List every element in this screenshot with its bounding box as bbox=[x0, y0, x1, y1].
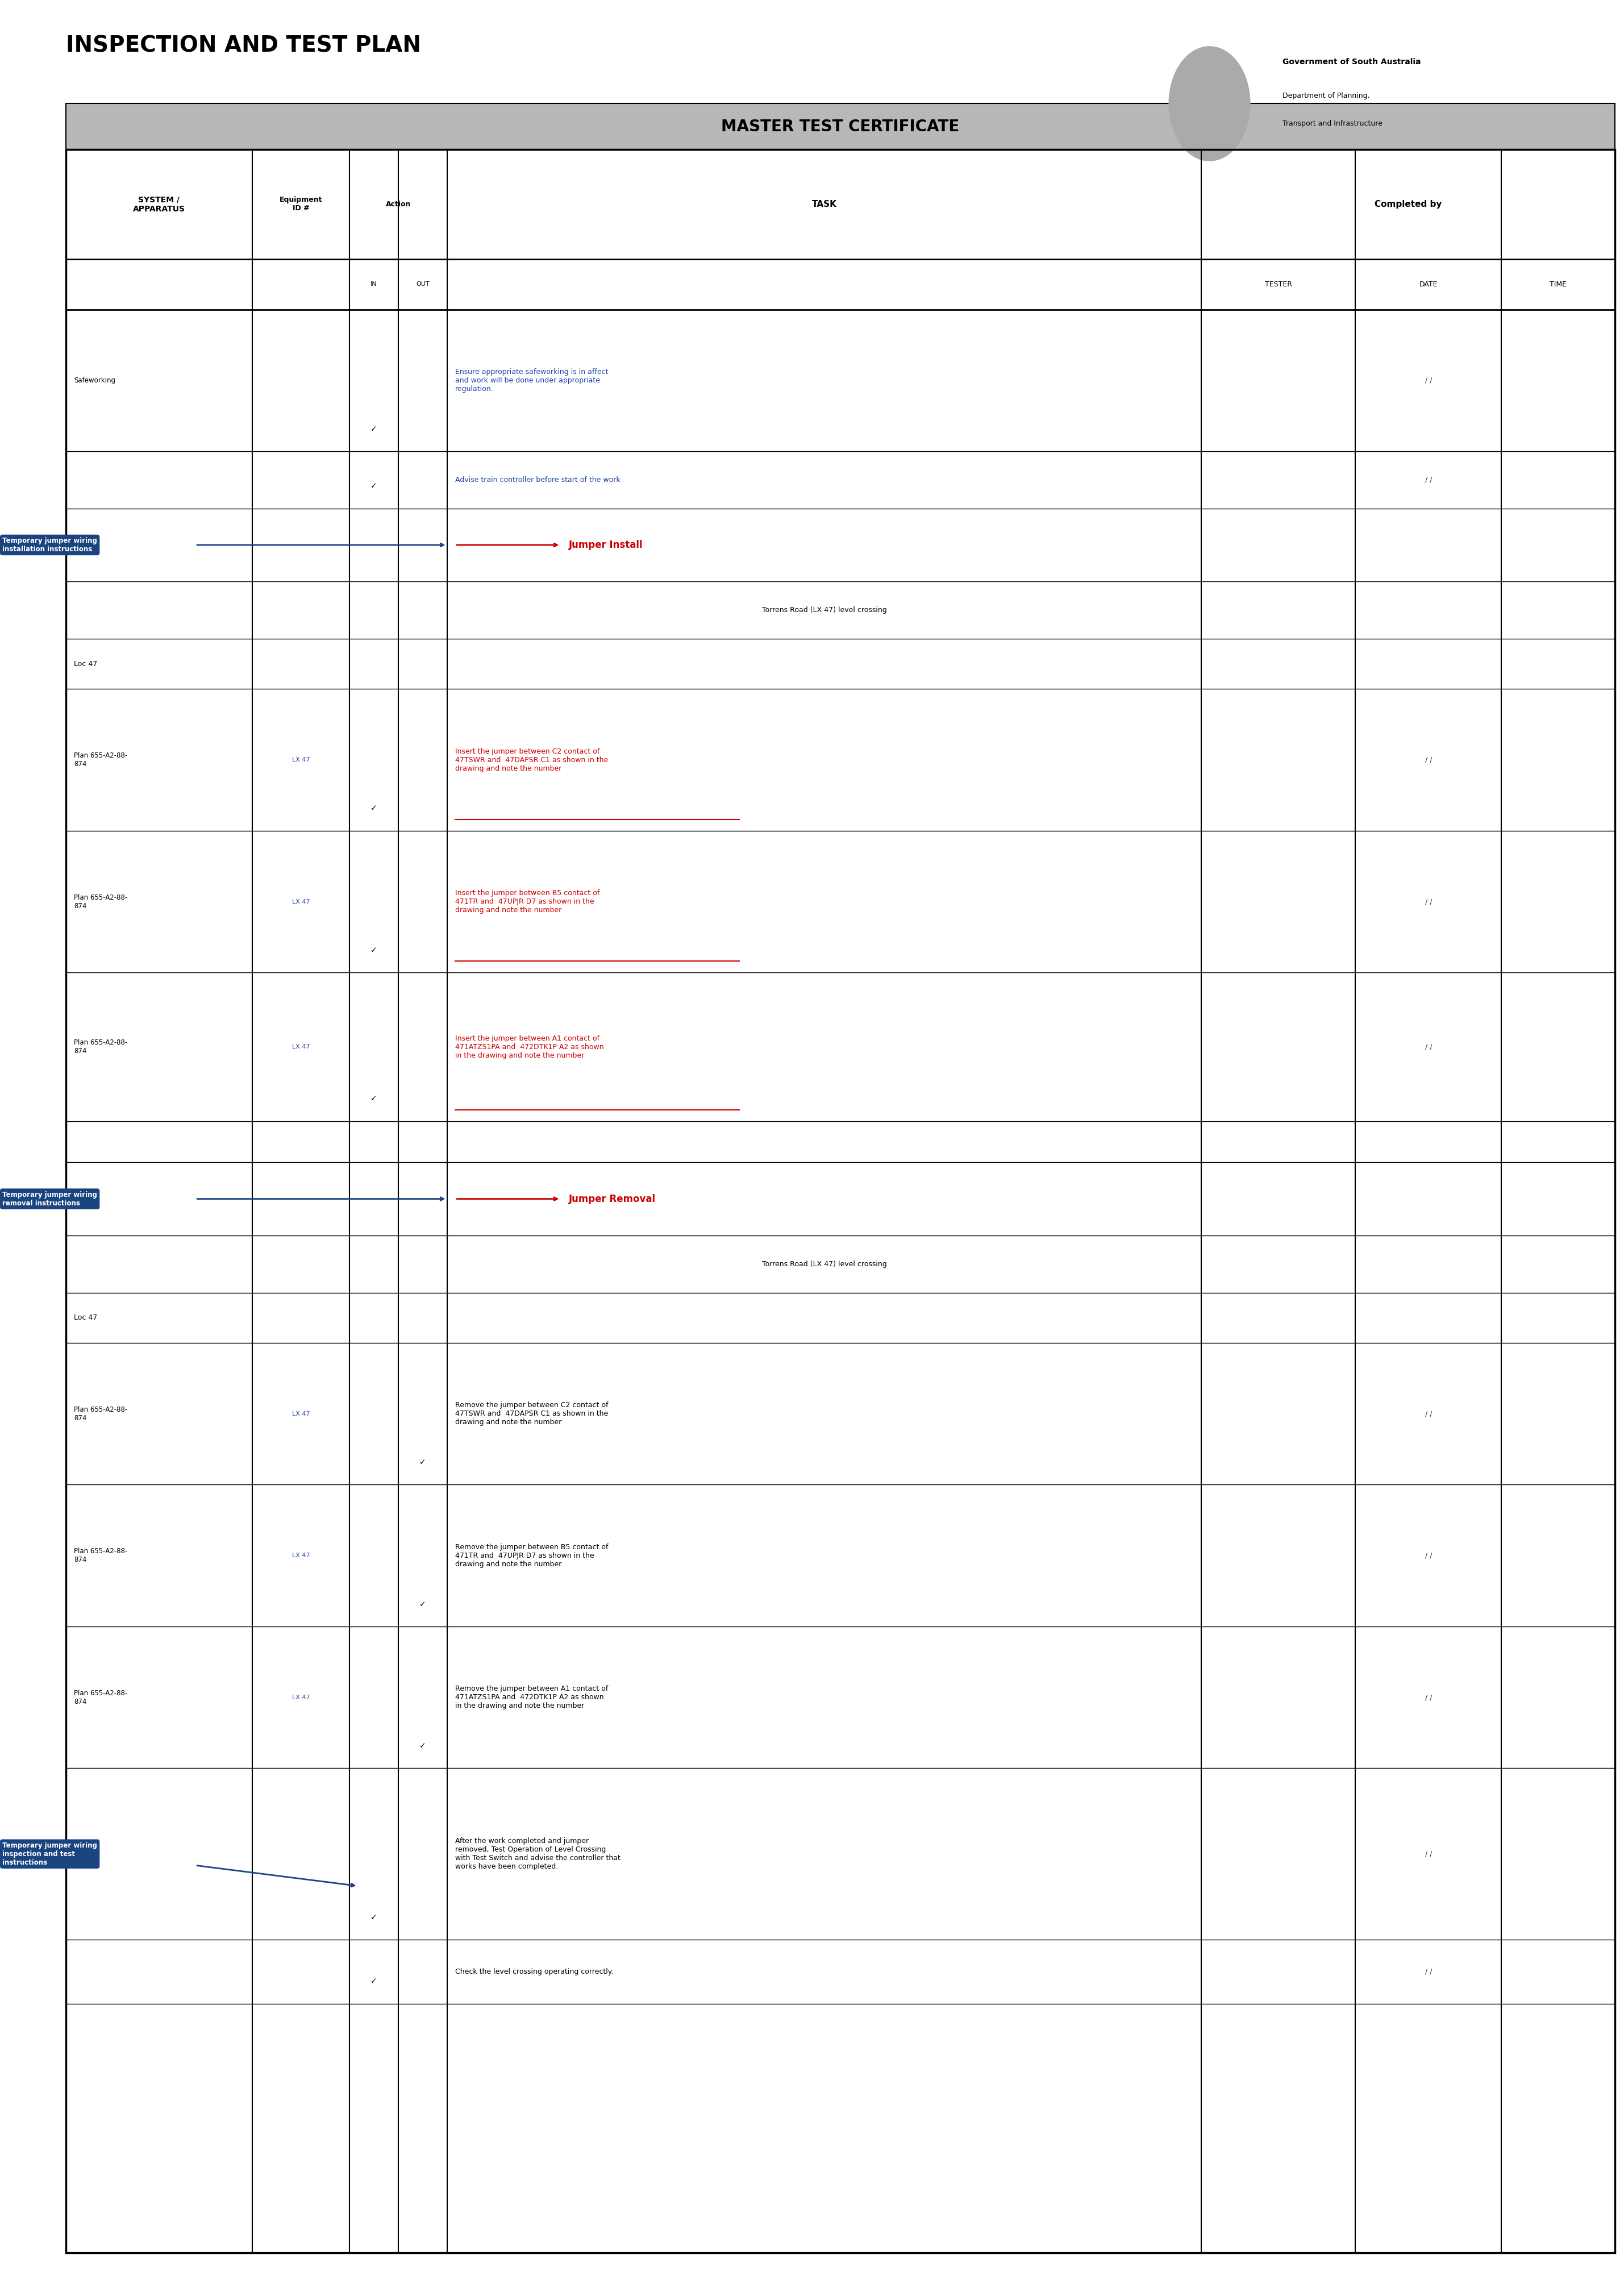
Text: ✓: ✓ bbox=[370, 1977, 377, 1986]
Text: Plan 655-A2-88-
874: Plan 655-A2-88- 874 bbox=[73, 1547, 127, 1563]
Text: / /: / / bbox=[1424, 897, 1432, 906]
Text: DATE: DATE bbox=[1419, 281, 1437, 288]
Text: / /: / / bbox=[1424, 1551, 1432, 1558]
Text: Plan 655-A2-88-
874: Plan 655-A2-88- 874 bbox=[73, 753, 127, 769]
Text: Transport and Infrastructure: Transport and Infrastructure bbox=[1283, 119, 1382, 128]
Text: TIME: TIME bbox=[1549, 281, 1567, 288]
Text: Equipment
ID #: Equipment ID # bbox=[279, 197, 323, 213]
Text: Action: Action bbox=[385, 201, 411, 208]
Text: Remove the jumper between B5 contact of
471TR and  47UPJR D7 as shown in the
dra: Remove the jumper between B5 contact of … bbox=[455, 1544, 609, 1567]
Text: ✓: ✓ bbox=[370, 805, 377, 812]
Text: / /: / / bbox=[1424, 1851, 1432, 1858]
Text: Department of Planning,: Department of Planning, bbox=[1283, 92, 1369, 101]
Text: LX 47: LX 47 bbox=[292, 899, 310, 904]
Text: SYSTEM /
APPARATUS: SYSTEM / APPARATUS bbox=[133, 197, 185, 213]
Text: OUT: OUT bbox=[416, 281, 429, 288]
Text: Temporary jumper wiring
inspection and test
instructions: Temporary jumper wiring inspection and t… bbox=[2, 1842, 97, 1867]
Text: Jumper Removal: Jumper Removal bbox=[568, 1194, 656, 1203]
Text: After the work completed and jumper
removed, Test Operation of Level Crossing
wi: After the work completed and jumper remo… bbox=[455, 1837, 620, 1869]
Text: / /: / / bbox=[1424, 1043, 1432, 1050]
Circle shape bbox=[1169, 46, 1250, 160]
Text: Temporary jumper wiring
installation instructions: Temporary jumper wiring installation ins… bbox=[2, 538, 97, 554]
Text: Advise train controller before start of the work: Advise train controller before start of … bbox=[455, 476, 620, 483]
Text: / /: / / bbox=[1424, 378, 1432, 384]
Text: Insert the jumper between A1 contact of
471ATZS1PA and  472DTK1P A2 as shown
in : Insert the jumper between A1 contact of … bbox=[455, 1034, 604, 1059]
Text: LX 47: LX 47 bbox=[292, 1412, 310, 1416]
Text: Plan 655-A2-88-
874: Plan 655-A2-88- 874 bbox=[73, 1039, 127, 1055]
Text: ✓: ✓ bbox=[419, 1741, 425, 1750]
Text: ✓: ✓ bbox=[419, 1457, 425, 1467]
Text: IN: IN bbox=[370, 281, 377, 288]
Text: MASTER TEST CERTIFICATE: MASTER TEST CERTIFICATE bbox=[721, 119, 960, 135]
Text: / /: / / bbox=[1424, 1968, 1432, 1975]
Text: Loc 47: Loc 47 bbox=[73, 661, 97, 668]
Text: / /: / / bbox=[1424, 476, 1432, 483]
Text: Insert the jumper between C2 contact of
47TSWR and  47DAPSR C1 as shown in the
d: Insert the jumper between C2 contact of … bbox=[455, 748, 607, 771]
Text: / /: / / bbox=[1424, 1693, 1432, 1700]
Text: Temporary jumper wiring
removal instructions: Temporary jumper wiring removal instruct… bbox=[2, 1192, 97, 1206]
Text: LX 47: LX 47 bbox=[292, 1554, 310, 1558]
FancyBboxPatch shape bbox=[65, 103, 1616, 149]
Text: TASK: TASK bbox=[812, 199, 836, 208]
Text: ✓: ✓ bbox=[370, 947, 377, 954]
Text: INSPECTION AND TEST PLAN: INSPECTION AND TEST PLAN bbox=[65, 34, 421, 57]
Text: Check the level crossing operating correctly.: Check the level crossing operating corre… bbox=[455, 1968, 614, 1975]
Text: ✓: ✓ bbox=[370, 483, 377, 490]
Text: / /: / / bbox=[1424, 1409, 1432, 1419]
Text: ✓: ✓ bbox=[370, 1096, 377, 1103]
Text: Torrens Road (LX 47) level crossing: Torrens Road (LX 47) level crossing bbox=[762, 606, 887, 613]
Text: Torrens Road (LX 47) level crossing: Torrens Road (LX 47) level crossing bbox=[762, 1261, 887, 1268]
Text: Remove the jumper between A1 contact of
471ATZS1PA and  472DTK1P A2 as shown
in : Remove the jumper between A1 contact of … bbox=[455, 1684, 607, 1709]
Text: Plan 655-A2-88-
874: Plan 655-A2-88- 874 bbox=[73, 1689, 127, 1705]
Text: Jumper Install: Jumper Install bbox=[568, 540, 643, 549]
Text: Government of South Australia: Government of South Australia bbox=[1283, 57, 1421, 66]
Text: / /: / / bbox=[1424, 757, 1432, 764]
Text: Plan 655-A2-88-
874: Plan 655-A2-88- 874 bbox=[73, 1405, 127, 1421]
Text: Safeworking: Safeworking bbox=[73, 378, 115, 384]
Text: LX 47: LX 47 bbox=[292, 1695, 310, 1700]
Text: Remove the jumper between C2 contact of
47TSWR and  47DAPSR C1 as shown in the
d: Remove the jumper between C2 contact of … bbox=[455, 1403, 609, 1425]
Text: Ensure appropriate safeworking is in affect
and work will be done under appropri: Ensure appropriate safeworking is in aff… bbox=[455, 368, 609, 394]
FancyBboxPatch shape bbox=[65, 149, 1616, 2254]
Text: Completed by: Completed by bbox=[1374, 199, 1442, 208]
Text: TESTER: TESTER bbox=[1265, 281, 1293, 288]
Text: LX 47: LX 47 bbox=[292, 1043, 310, 1050]
Text: ✓: ✓ bbox=[370, 1913, 377, 1922]
Text: Loc 47: Loc 47 bbox=[73, 1313, 97, 1322]
Text: LX 47: LX 47 bbox=[292, 757, 310, 762]
Text: ✓: ✓ bbox=[419, 1599, 425, 1608]
Text: ✓: ✓ bbox=[370, 426, 377, 432]
Text: Insert the jumper between B5 contact of
471TR and  47UPJR D7 as shown in the
dra: Insert the jumper between B5 contact of … bbox=[455, 890, 599, 913]
Text: Plan 655-A2-88-
874: Plan 655-A2-88- 874 bbox=[73, 895, 127, 911]
